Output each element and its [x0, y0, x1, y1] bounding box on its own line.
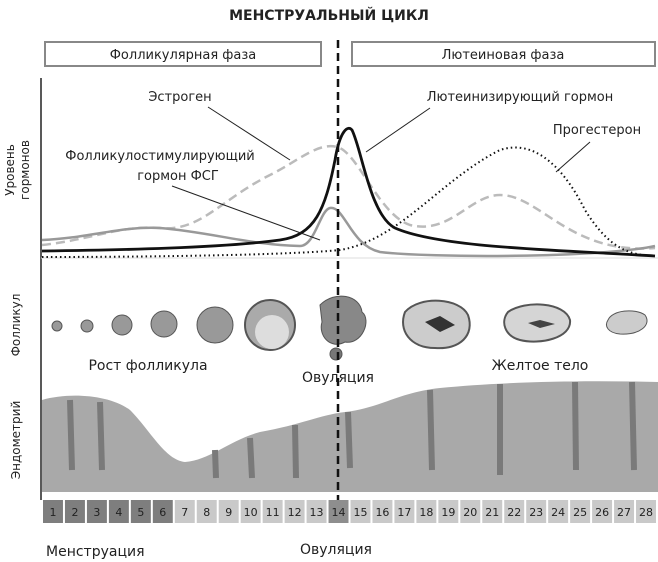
lh-curve: [41, 126, 656, 258]
day-cell: [570, 500, 591, 523]
follicle-stage-5: [196, 306, 234, 344]
day-number: 8: [203, 506, 210, 519]
follicle-growth-label: Рост фолликула: [88, 358, 207, 374]
day-cell: [372, 500, 393, 523]
day-number: 7: [181, 506, 188, 519]
endometrium-row-label: Эндометрий: [9, 401, 23, 480]
progesterone-pointer: [555, 141, 591, 173]
day-cell: [174, 500, 195, 523]
diagram-title: МЕНСТРУАЛЬНЫЙ ЦИКЛ: [229, 7, 429, 24]
fsh-label-2: гормон ФСГ: [137, 169, 219, 184]
day-number: 1: [49, 506, 56, 519]
follicle-stage-2: [80, 319, 94, 333]
follicle-stage-3: [111, 314, 133, 336]
day-cell: [108, 500, 129, 523]
progesterone-label: Прогестерон: [553, 123, 641, 138]
ovulating-follicle: [319, 295, 367, 345]
follicle-row-label: Фолликул: [9, 294, 23, 357]
day-cell: [196, 500, 217, 523]
day-number: 12: [288, 506, 302, 519]
day-cell: [86, 500, 107, 523]
day-cell: [130, 500, 151, 523]
day-cell: [328, 500, 349, 523]
day-cell: [394, 500, 415, 523]
luteal-phase-box: [351, 41, 656, 67]
day-number: 20: [463, 506, 477, 519]
day-number: 13: [310, 506, 324, 519]
fsh-curve: [41, 206, 656, 258]
day-number: 15: [353, 506, 367, 519]
luteal-phase-label: Лютеиновая фаза: [442, 48, 565, 63]
fsh-label-1: Фолликулостимулирующий: [65, 149, 254, 164]
day-number: 11: [266, 506, 280, 519]
day-cell: [240, 500, 261, 523]
hormone-level-label-1: Уровень: [3, 144, 17, 196]
estrogen-label: Эстроген: [148, 90, 211, 105]
day-number: 3: [93, 506, 100, 519]
day-number: 5: [137, 506, 144, 519]
day-number: 28: [639, 506, 653, 519]
day-number: 17: [397, 506, 411, 519]
day-cell: [350, 500, 371, 523]
day-cell: [614, 500, 635, 523]
day-number: 14: [332, 506, 346, 519]
lh-pointer: [365, 107, 431, 153]
follicle-growth-stages: [51, 295, 648, 361]
day-cell: [43, 500, 63, 523]
estrogen-pointer: [207, 106, 291, 161]
fsh-pointer: [171, 185, 321, 241]
menstruation-label: Менструация: [46, 544, 145, 560]
follicle-stage-4: [150, 310, 178, 338]
day-number: 6: [159, 506, 166, 519]
day-cell: [438, 500, 459, 523]
day-cell: [218, 500, 239, 523]
day-cell: [504, 500, 525, 523]
follicle-stage-1: [51, 320, 63, 332]
day-number: 25: [573, 506, 587, 519]
day-number: 9: [225, 506, 232, 519]
day-cell: [548, 500, 569, 523]
endometrial-glands: [67, 381, 637, 479]
corpus-albicans: [606, 310, 648, 335]
day-cell: [152, 500, 173, 523]
day-number: 23: [529, 506, 543, 519]
cycle-days-strip: 1 2 3 4 5 6 7 8 9 10 11 12 13 14 15 16 17 18 19 20 21 22 23 24 2…: [43, 500, 656, 523]
released-egg: [329, 347, 343, 361]
lh-label: Лютеинизирующий гормон: [427, 90, 614, 105]
day-number: 21: [485, 506, 499, 519]
day-number: 26: [595, 506, 609, 519]
day-cell: [284, 500, 305, 523]
day-number: 22: [507, 506, 521, 519]
day-number: 4: [115, 506, 122, 519]
day-cell: [636, 500, 656, 523]
day-cell: [306, 500, 327, 523]
day-number: 24: [551, 506, 565, 519]
day-cell: [526, 500, 547, 523]
follicular-phase-box: [44, 41, 322, 67]
day-cell: [262, 500, 283, 523]
day-cell: [592, 500, 613, 523]
ovulation-label: Овуляция: [300, 542, 372, 558]
day-number: 16: [375, 506, 389, 519]
day-cell: [482, 500, 503, 523]
day-cell: [460, 500, 481, 523]
day-number: 19: [441, 506, 455, 519]
progesterone-curve: [41, 146, 656, 258]
day-number: 27: [617, 506, 631, 519]
day-number: 10: [244, 506, 258, 519]
corpus-luteum-label: Желтое тело: [492, 358, 589, 374]
day-cell: [416, 500, 437, 523]
hormone-level-label-2: гормонов: [18, 140, 32, 200]
follicular-phase-label: Фолликулярная фаза: [110, 48, 257, 63]
day-cell: [64, 500, 85, 523]
day-number: 18: [419, 506, 433, 519]
day-number: 2: [71, 506, 78, 519]
